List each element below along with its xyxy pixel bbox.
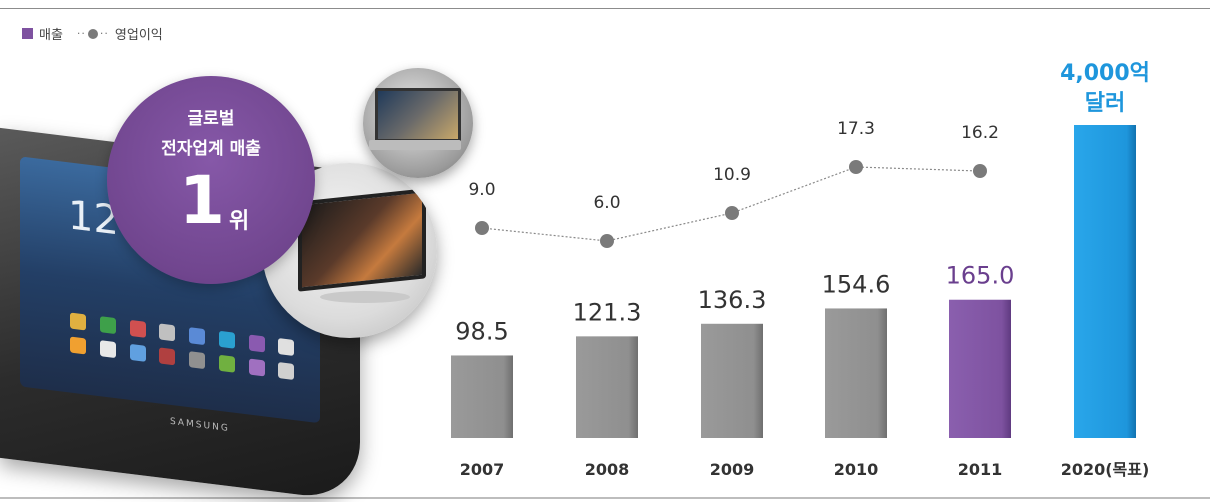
profit-value-label-2008: 6.0 — [593, 193, 620, 213]
bar-value-label-2011: 165.0 — [946, 262, 1015, 290]
laptop-screen-image — [375, 88, 461, 142]
bar-value-label-2008: 121.3 — [573, 298, 642, 326]
bar-target — [1074, 125, 1136, 438]
profit-point-2007 — [475, 221, 489, 235]
profit-point-2009 — [725, 206, 739, 220]
target-label-amount: 4,000억 — [1060, 61, 1150, 86]
profit-point-2011 — [973, 164, 987, 178]
legend-item-revenue: 매출 — [22, 24, 63, 43]
profit-value-label-2007: 9.0 — [468, 180, 495, 200]
legend-revenue-label: 매출 — [39, 28, 63, 43]
badge-rank-unit: 위 — [229, 209, 250, 234]
category-label-2011: 2011 — [958, 460, 1003, 479]
category-label-2007: 2007 — [460, 460, 505, 479]
legend-item-operating-profit: ·· ·· 영업이익 — [77, 24, 163, 43]
badge-line2: 전자업계 매출 — [161, 139, 261, 159]
legend-profit-label: 영업이익 — [114, 28, 163, 43]
category-label-2010: 2010 — [834, 460, 879, 479]
top-rule — [0, 8, 1210, 9]
bar-2010 — [825, 308, 887, 438]
laptop-product-circle — [363, 68, 473, 178]
badge-rank-number: 1 — [179, 162, 225, 239]
bar-value-label-2009: 136.3 — [698, 286, 767, 314]
tv-stand — [320, 291, 410, 303]
chart-legend: 매출 ·· ·· 영업이익 — [22, 24, 177, 43]
laptop-base — [369, 140, 461, 150]
rank-badge: 글로벌 전자업계 매출 1 위 — [107, 76, 315, 284]
profit-value-label-2010: 17.3 — [837, 119, 875, 139]
bar-2007 — [451, 355, 513, 438]
profit-value-label-2011: 16.2 — [961, 123, 999, 143]
category-label-target: 2020(목표) — [1061, 460, 1150, 479]
bar-value-label-2010: 154.6 — [822, 270, 891, 298]
legend-revenue-swatch — [22, 28, 33, 39]
profit-point-2008 — [600, 234, 614, 248]
bar-2008 — [576, 336, 638, 438]
legend-profit-line-key: ·· ·· — [76, 27, 109, 40]
bar-value-label-2007: 98.5 — [455, 317, 508, 345]
profit-point-2010 — [849, 160, 863, 174]
badge-line1: 글로벌 — [187, 109, 235, 129]
bar-2009 — [701, 323, 763, 438]
bar-2011 — [949, 299, 1011, 438]
profit-value-label-2009: 10.9 — [713, 165, 751, 185]
category-label-2009: 2009 — [710, 460, 755, 479]
category-label-2008: 2008 — [585, 460, 630, 479]
bottom-rule — [0, 497, 1210, 499]
target-label-unit: 달러 — [1085, 91, 1125, 116]
